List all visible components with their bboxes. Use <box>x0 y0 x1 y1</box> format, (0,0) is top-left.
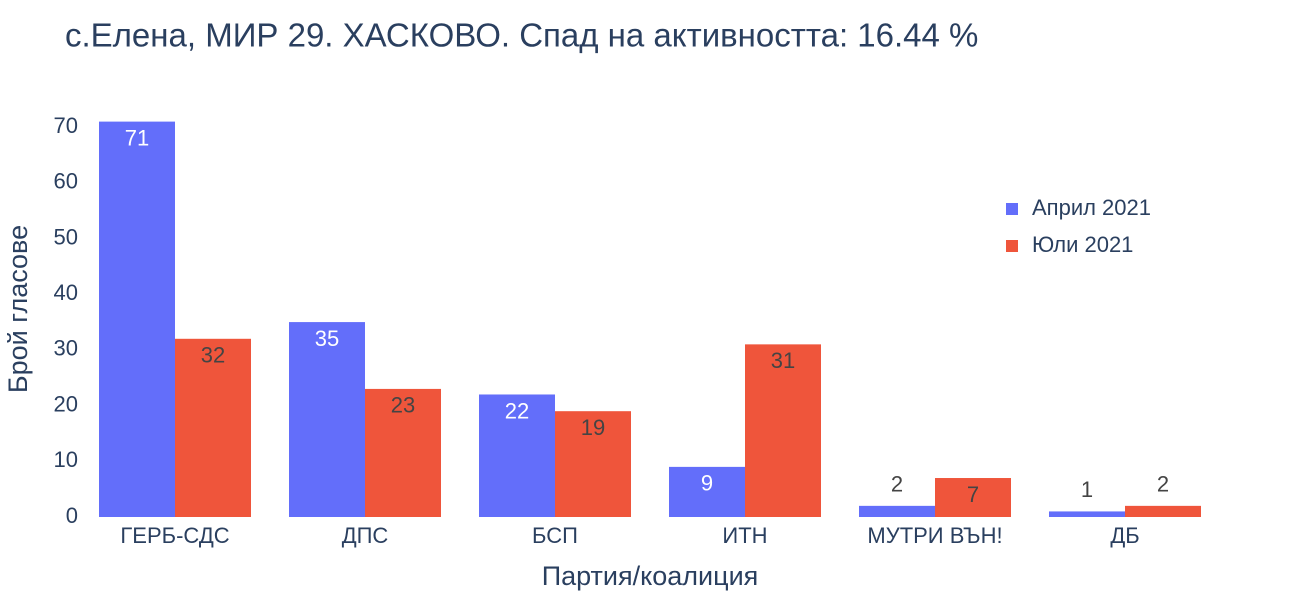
y-tick-label: 70 <box>54 113 78 138</box>
bar <box>479 394 555 517</box>
data-label: 22 <box>505 398 529 423</box>
bar <box>1049 511 1125 517</box>
bar <box>745 344 821 517</box>
x-tick-label: БСП <box>532 523 578 548</box>
bar <box>669 466 745 517</box>
bar <box>289 322 365 517</box>
legend-label: Юли 2021 <box>1032 232 1133 257</box>
bar <box>1125 505 1201 517</box>
y-tick-label: 50 <box>54 224 78 249</box>
data-label: 7 <box>967 482 979 507</box>
data-label: 2 <box>1157 472 1169 497</box>
x-tick-label: ДБ <box>1110 523 1139 548</box>
legend-label: Април 2021 <box>1032 195 1151 220</box>
y-tick-label: 0 <box>66 503 78 528</box>
data-label: 1 <box>1081 477 1093 502</box>
bar <box>935 478 1011 517</box>
bar <box>175 338 251 517</box>
y-tick-label: 40 <box>54 280 78 305</box>
x-tick-label: ГЕРБ-СДС <box>120 523 229 548</box>
legend-swatch <box>1006 203 1018 215</box>
bar <box>555 411 631 517</box>
data-label: 23 <box>391 393 415 418</box>
legend-swatch <box>1006 240 1018 252</box>
x-tick-label: ИТН <box>722 523 767 548</box>
y-tick-label: 20 <box>54 391 78 416</box>
data-label: 9 <box>701 471 713 496</box>
y-tick-label: 60 <box>54 169 78 194</box>
y-tick-label: 30 <box>54 336 78 361</box>
chart-title: с.Елена, МИР 29. ХАСКОВО. Спад на активн… <box>65 17 978 54</box>
bar <box>99 121 175 517</box>
data-label: 2 <box>891 472 903 497</box>
x-axis-title: Партия/коалиция <box>542 561 759 591</box>
y-tick-label: 10 <box>54 447 78 472</box>
data-label: 71 <box>125 125 149 150</box>
data-label: 32 <box>201 343 225 368</box>
x-tick-label: МУТРИ ВЪН! <box>867 523 1002 548</box>
data-label: 19 <box>581 415 605 440</box>
data-label: 31 <box>771 348 795 373</box>
bar <box>365 388 441 517</box>
x-tick-label: ДПС <box>342 523 389 548</box>
y-axis-title: Брой гласове <box>3 225 33 393</box>
data-label: 35 <box>315 326 339 351</box>
bar <box>859 505 935 517</box>
